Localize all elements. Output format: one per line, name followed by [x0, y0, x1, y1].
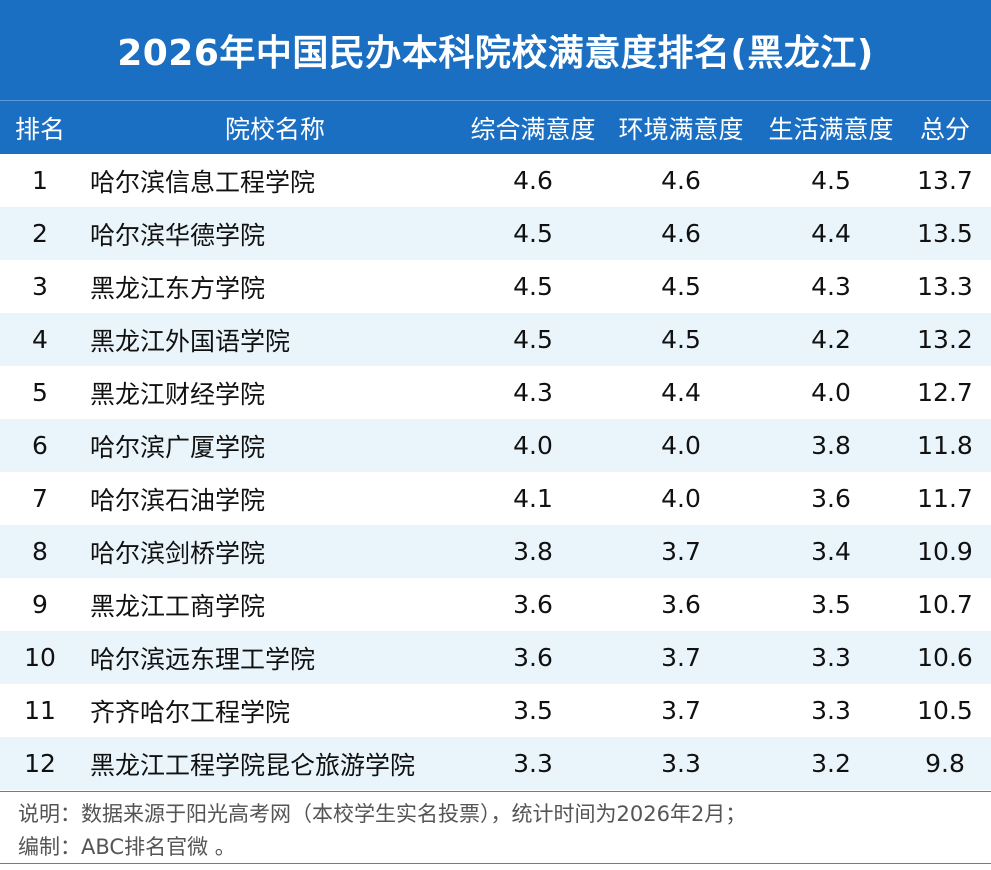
cell-total: 11.8: [917, 431, 973, 460]
cell-environment: 4.6: [661, 166, 701, 195]
footer-editor: 编制：ABC排名官微 。: [18, 835, 236, 859]
cell-total: 12.7: [917, 378, 973, 407]
cell-life: 4.5: [811, 166, 851, 195]
footer: 说明：数据来源于阳光高考网（本校学生实名投票），统计时间为2026年2月； 编制…: [0, 791, 991, 870]
cell-name: 哈尔滨广厦学院: [90, 432, 266, 462]
cell-overall: 4.6: [513, 166, 553, 195]
header-total: 总分: [919, 114, 970, 144]
cell-environment: 3.3: [661, 749, 701, 778]
cell-overall: 4.5: [513, 272, 553, 301]
cell-life: 3.3: [811, 696, 851, 725]
table-row: 10 哈尔滨远东理工学院 3.6 3.7 3.3 10.6: [0, 631, 991, 684]
table-row: 11 齐齐哈尔工程学院 3.5 3.7 3.3 10.5: [0, 684, 991, 737]
cell-life: 3.3: [811, 643, 851, 672]
cell-life: 3.2: [811, 749, 851, 778]
cell-name: 哈尔滨石油学院: [90, 485, 266, 515]
cell-rank: 2: [32, 219, 48, 248]
cell-environment: 3.7: [661, 537, 701, 566]
cell-overall: 4.5: [513, 325, 553, 354]
cell-rank: 6: [32, 431, 48, 460]
cell-life: 4.2: [811, 325, 851, 354]
cell-name: 黑龙江工程学院昆仑旅游学院: [90, 750, 416, 780]
cell-overall: 4.3: [513, 378, 553, 407]
cell-environment: 4.4: [661, 378, 701, 407]
table-row: 12 黑龙江工程学院昆仑旅游学院 3.3 3.3 3.2 9.8: [0, 737, 991, 790]
cell-total: 11.7: [917, 484, 973, 513]
cell-name: 黑龙江东方学院: [90, 273, 266, 303]
footer-divider: [0, 863, 991, 864]
cell-rank: 7: [32, 484, 48, 513]
cell-name: 黑龙江外国语学院: [90, 326, 291, 356]
cell-rank: 5: [32, 378, 48, 407]
table-row: 1 哈尔滨信息工程学院 4.6 4.6 4.5 13.7: [0, 154, 991, 207]
table-row: 7 哈尔滨石油学院 4.1 4.0 3.6 11.7: [0, 472, 991, 525]
cell-name: 黑龙江财经学院: [90, 379, 266, 409]
header-environment: 环境满意度: [618, 114, 744, 144]
cell-rank: 3: [32, 272, 48, 301]
cell-name: 哈尔滨远东理工学院: [90, 644, 316, 674]
cell-rank: 1: [32, 166, 48, 195]
cell-rank: 10: [24, 643, 56, 672]
cell-environment: 4.5: [661, 325, 701, 354]
table-row: 6 哈尔滨广厦学院 4.0 4.0 3.8 11.8: [0, 419, 991, 472]
cell-total: 10.9: [917, 537, 973, 566]
cell-total: 13.7: [917, 166, 973, 195]
table-row: 3 黑龙江东方学院 4.5 4.5 4.3 13.3: [0, 260, 991, 313]
cell-total: 13.2: [917, 325, 973, 354]
cell-name: 黑龙江工商学院: [90, 591, 266, 621]
table-row: 2 哈尔滨华德学院 4.5 4.6 4.4 13.5: [0, 207, 991, 260]
cell-life: 4.3: [811, 272, 851, 301]
cell-total: 10.7: [917, 590, 973, 619]
cell-rank: 9: [32, 590, 48, 619]
cell-environment: 3.6: [661, 590, 701, 619]
cell-total: 9.8: [925, 749, 965, 778]
cell-rank: 11: [24, 696, 56, 725]
table-row: 4 黑龙江外国语学院 4.5 4.5 4.2 13.2: [0, 313, 991, 366]
cell-overall: 3.5: [513, 696, 553, 725]
cell-overall: 4.0: [513, 431, 553, 460]
cell-life: 3.5: [811, 590, 851, 619]
cell-environment: 3.7: [661, 643, 701, 672]
cell-total: 13.3: [917, 272, 973, 301]
header-life: 生活满意度: [768, 114, 894, 144]
cell-name: 哈尔滨信息工程学院: [90, 167, 316, 197]
cell-overall: 3.8: [513, 537, 553, 566]
cell-total: 10.6: [917, 643, 973, 672]
table-header: 排名 院校名称 综合满意度 环境满意度 生活满意度 总分: [0, 100, 991, 154]
table-row: 9 黑龙江工商学院 3.6 3.6 3.5 10.7: [0, 578, 991, 631]
cell-environment: 4.6: [661, 219, 701, 248]
title-bar: 2026年中国民办本科院校满意度排名(黑龙江): [0, 0, 991, 100]
cell-name: 哈尔滨剑桥学院: [90, 538, 266, 568]
table-row: 8 哈尔滨剑桥学院 3.8 3.7 3.4 10.9: [0, 525, 991, 578]
cell-environment: 4.0: [661, 431, 701, 460]
cell-overall: 4.5: [513, 219, 553, 248]
page-title: 2026年中国民办本科院校满意度排名(黑龙江): [117, 33, 874, 74]
cell-total: 10.5: [917, 696, 973, 725]
cell-overall: 3.6: [513, 590, 553, 619]
cell-rank: 8: [32, 537, 48, 566]
cell-overall: 4.1: [513, 484, 553, 513]
cell-name: 齐齐哈尔工程学院: [90, 697, 291, 727]
header-overall: 综合满意度: [470, 114, 596, 144]
header-rank: 排名: [14, 114, 65, 144]
cell-life: 3.8: [811, 431, 851, 460]
cell-life: 3.6: [811, 484, 851, 513]
cell-name: 哈尔滨华德学院: [90, 220, 266, 250]
cell-life: 4.0: [811, 378, 851, 407]
cell-environment: 4.5: [661, 272, 701, 301]
table-row: 5 黑龙江财经学院 4.3 4.4 4.0 12.7: [0, 366, 991, 419]
cell-rank: 4: [32, 325, 48, 354]
footer-note: 说明：数据来源于阳光高考网（本校学生实名投票），统计时间为2026年2月；: [18, 802, 747, 826]
cell-environment: 4.0: [661, 484, 701, 513]
table-body: 1 哈尔滨信息工程学院 4.6 4.6 4.5 13.7 2 哈尔滨华德学院 4.5 4.6 4.4…: [0, 154, 991, 790]
cell-overall: 3.3: [513, 749, 553, 778]
cell-total: 13.5: [917, 219, 973, 248]
header-name: 院校名称: [224, 114, 325, 144]
cell-overall: 3.6: [513, 643, 553, 672]
cell-life: 4.4: [811, 219, 851, 248]
cell-environment: 3.7: [661, 696, 701, 725]
cell-life: 3.4: [811, 537, 851, 566]
cell-rank: 12: [24, 749, 56, 778]
